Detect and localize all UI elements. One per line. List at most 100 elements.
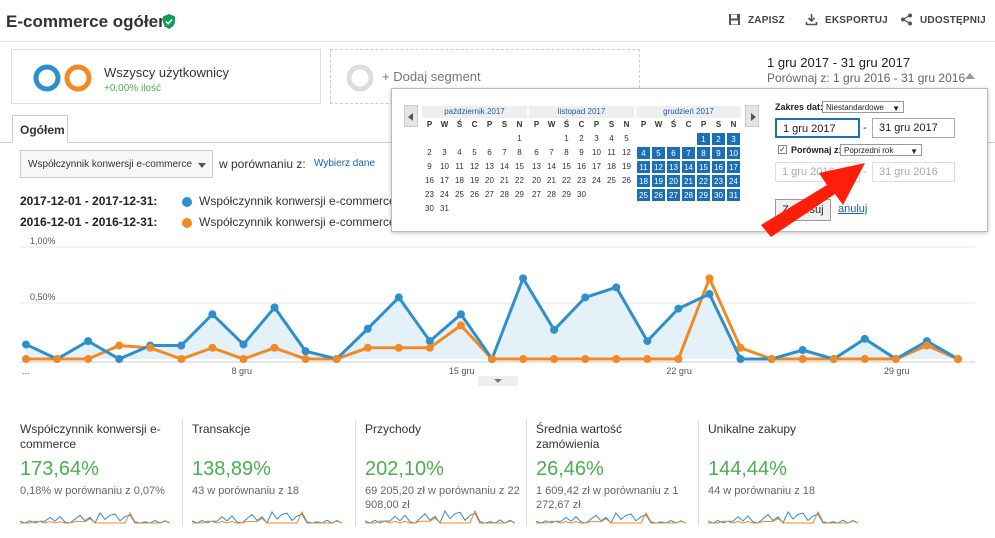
calendar-day[interactable]: 2 xyxy=(579,134,584,143)
calendar-day[interactable]: 29 xyxy=(696,188,711,202)
calendar-day[interactable]: 10 xyxy=(440,162,449,171)
calendar-day[interactable]: 22 xyxy=(515,176,524,185)
calendar-day[interactable]: 30 xyxy=(425,204,434,213)
calendar-day[interactable]: 26 xyxy=(470,190,479,199)
calendar-day[interactable]: 17 xyxy=(726,160,741,174)
calendar-day[interactable]: 18 xyxy=(636,174,651,188)
calendar-day[interactable]: 5 xyxy=(472,148,477,157)
calendar-day[interactable]: 16 xyxy=(711,160,726,174)
calendar-day[interactable]: 6 xyxy=(487,148,492,157)
metric-card[interactable]: Unikalne zakupy 144,44% 44 w porównaniu z … xyxy=(708,418,868,528)
calendar-day[interactable]: 26 xyxy=(651,188,666,202)
calendar-day[interactable]: 20 xyxy=(666,174,681,188)
metric-select[interactable]: Współczynnik konwersji e-commerce xyxy=(20,150,213,178)
calendar-day[interactable]: 31 xyxy=(726,188,741,202)
calendar-day[interactable]: 12 xyxy=(622,148,631,157)
share-button[interactable]: UDOSTĘPNIJ xyxy=(901,13,986,26)
calendar-day[interactable]: 25 xyxy=(636,188,651,202)
calendar-day[interactable]: 4 xyxy=(636,146,651,160)
compare-select[interactable]: Poprzedni rok ▼ xyxy=(840,144,922,156)
calendar-day[interactable]: 30 xyxy=(577,190,586,199)
calendar-day[interactable]: 14 xyxy=(500,162,509,171)
date-range-display[interactable]: 1 gru 2017 - 31 gru 2017 xyxy=(767,55,911,70)
calendar-day[interactable]: 15 xyxy=(562,162,571,171)
calendar-day[interactable]: 8 xyxy=(517,148,522,157)
chart-expand-toggle[interactable] xyxy=(478,376,518,386)
calendar-day[interactable]: 12 xyxy=(470,162,479,171)
calendar-day[interactable]: 8 xyxy=(564,148,569,157)
compare-end-input[interactable]: 31 gru 2016 xyxy=(872,162,955,182)
calendar-day[interactable]: 6 xyxy=(534,148,539,157)
calendar-day[interactable]: 9 xyxy=(711,146,726,160)
calendar-day[interactable]: 10 xyxy=(592,148,601,157)
calendar-day[interactable]: 26 xyxy=(622,176,631,185)
metric-card[interactable]: Współczynnik konwersji e-commerce 173,64%… xyxy=(20,418,180,528)
calendar-day[interactable]: 22 xyxy=(562,176,571,185)
calendar-day[interactable]: 14 xyxy=(547,162,556,171)
calendar-day[interactable]: 31 xyxy=(440,204,449,213)
calendar-day[interactable]: 30 xyxy=(711,188,726,202)
calendar-day[interactable]: 18 xyxy=(607,162,616,171)
calendar-day[interactable]: 29 xyxy=(562,190,571,199)
calendar-day[interactable]: 23 xyxy=(425,190,434,199)
calendar-day[interactable]: 13 xyxy=(485,162,494,171)
cancel-link[interactable]: anuluj xyxy=(838,203,868,215)
calendar-day[interactable]: 24 xyxy=(726,174,741,188)
calendar-day[interactable]: 17 xyxy=(440,176,449,185)
calendar-day[interactable]: 29 xyxy=(515,190,524,199)
date-compare-display[interactable]: Porównaj z: 1 gru 2016 - 31 gru 2016 xyxy=(767,71,966,85)
calendar-day[interactable]: 21 xyxy=(681,174,696,188)
calendar-day[interactable]: 25 xyxy=(607,176,616,185)
calendar-day[interactable]: 1 xyxy=(517,134,522,143)
calendar-day[interactable]: 19 xyxy=(622,162,631,171)
compare-checkbox[interactable]: ✓ xyxy=(778,145,787,154)
calendar-day[interactable]: 19 xyxy=(651,174,666,188)
calendar-day[interactable]: 7 xyxy=(549,148,554,157)
calendar-day[interactable]: 5 xyxy=(651,146,666,160)
metric-card[interactable]: Transakcje 138,89% 43 w porównaniu z 18 xyxy=(192,418,352,528)
calendar-day[interactable]: 7 xyxy=(502,148,507,157)
calendar-day[interactable]: 15 xyxy=(696,160,711,174)
calendar-day[interactable]: 22 xyxy=(696,174,711,188)
calendar-day[interactable]: 25 xyxy=(455,190,464,199)
calendar-day[interactable]: 10 xyxy=(726,146,741,160)
start-date-input[interactable]: 1 gru 2017 xyxy=(775,118,860,138)
tab-overview[interactable]: Ogółem xyxy=(12,115,68,143)
calendar-day[interactable]: 11 xyxy=(455,162,464,171)
calendar-day[interactable]: 18 xyxy=(455,176,464,185)
calendar-day[interactable]: 5 xyxy=(624,134,629,143)
date-range-caret-icon[interactable] xyxy=(965,73,975,79)
calendar-day[interactable]: 28 xyxy=(681,188,696,202)
calendar-day[interactable]: 1 xyxy=(696,132,711,146)
line-chart[interactable]: 1,00% 0,50%... 8 gru 15 gru 22 gru 29 gru xyxy=(0,235,995,380)
add-segment-button[interactable]: + Dodaj segment xyxy=(330,49,640,104)
calendar-day[interactable]: 16 xyxy=(577,162,586,171)
calendar-day[interactable]: 28 xyxy=(500,190,509,199)
calendar-day[interactable]: 27 xyxy=(532,190,541,199)
calendar-day[interactable]: 3 xyxy=(594,134,599,143)
end-date-input[interactable]: 31 gru 2017 xyxy=(872,118,955,138)
range-select[interactable]: Niestandardowe ▼ xyxy=(822,101,904,113)
calendar-day[interactable]: 3 xyxy=(726,132,741,146)
calendar-day[interactable]: 4 xyxy=(457,148,462,157)
calendar-day[interactable]: 13 xyxy=(532,162,541,171)
calendar-day[interactable]: 17 xyxy=(592,162,601,171)
calendar-day[interactable]: 6 xyxy=(666,146,681,160)
calendar-day[interactable]: 27 xyxy=(666,188,681,202)
calendar-day[interactable]: 15 xyxy=(515,162,524,171)
next-month-button[interactable] xyxy=(745,105,759,127)
calendar-day[interactable]: 28 xyxy=(547,190,556,199)
calendar-day[interactable]: 13 xyxy=(666,160,681,174)
calendar-day[interactable]: 8 xyxy=(696,146,711,160)
calendar-day[interactable]: 16 xyxy=(425,176,434,185)
prev-month-button[interactable] xyxy=(404,105,418,127)
calendar-day[interactable]: 9 xyxy=(427,162,432,171)
calendar-day[interactable]: 12 xyxy=(651,160,666,174)
metric-card[interactable]: Średnia wartość zamówienia 26,46% 1 609,42… xyxy=(536,418,696,528)
calendar-day[interactable]: 19 xyxy=(470,176,479,185)
calendar-day[interactable]: 3 xyxy=(442,148,447,157)
segment-all-users[interactable]: Wszyscy użytkownicy +0,00% ilość xyxy=(11,49,321,104)
calendar-day[interactable]: 9 xyxy=(579,148,584,157)
calendar-day[interactable]: 23 xyxy=(711,174,726,188)
calendar-day[interactable]: 2 xyxy=(711,132,726,146)
